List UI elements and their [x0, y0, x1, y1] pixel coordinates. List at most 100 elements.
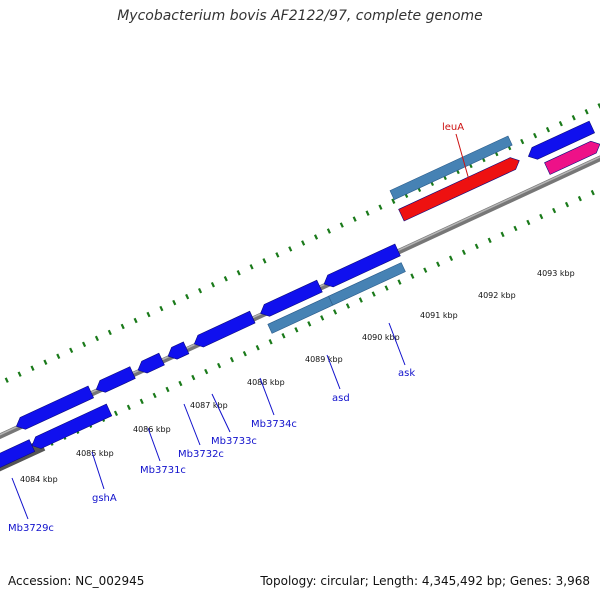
outer-scale-tick — [69, 347, 74, 354]
gene-label-leuA: leuA — [442, 122, 464, 133]
outer-scale-tick — [146, 311, 151, 318]
inner-scale-tick — [539, 213, 544, 220]
gene-Mb3730c — [15, 385, 94, 430]
inner-scale-tick — [320, 315, 325, 321]
inner-scale-tick — [113, 410, 119, 417]
inner-scale-tick — [204, 368, 209, 375]
inner-scale-tick — [139, 398, 144, 405]
gene-label-leader — [147, 427, 161, 462]
outer-scale-tick — [262, 258, 267, 264]
inner-scale-tick — [513, 225, 518, 232]
gene-far-right — [528, 120, 595, 160]
inner-scale-tick — [281, 333, 286, 339]
gene-label-leader — [91, 451, 105, 490]
operon-leuA — [389, 135, 513, 201]
inner-scale-tick — [436, 261, 441, 267]
gene-gshA — [31, 403, 113, 449]
inner-scale-tick — [191, 374, 196, 381]
gene-label-leader — [388, 322, 406, 366]
inner-scale-tick — [410, 273, 415, 279]
outer-scale-tick — [197, 287, 203, 294]
gene-label-Mb3731c: Mb3731c — [140, 465, 186, 476]
outer-scale-tick — [223, 276, 228, 282]
scale-label: 4088 kbp — [247, 378, 285, 387]
outer-scale-tick — [378, 204, 383, 210]
outer-scale-tick — [185, 293, 190, 300]
inner-scale-tick — [152, 392, 157, 399]
inner-scale-tick — [564, 201, 570, 208]
outer-scale-tick — [352, 216, 357, 222]
inner-scale-tick — [590, 189, 595, 196]
outer-scale-tick — [159, 305, 164, 312]
inner-scale-tick — [397, 279, 402, 285]
inner-scale-tick — [461, 249, 466, 256]
scale-label: 4091 kbp — [420, 311, 458, 320]
outer-scale-tick — [4, 377, 9, 383]
outer-scale-tick — [365, 210, 370, 216]
outer-scale-tick — [558, 120, 563, 127]
inner-scale-tick — [448, 255, 454, 261]
outer-scale-tick — [275, 252, 280, 258]
gene-Mb3733c — [167, 341, 190, 360]
outer-scale-tick — [301, 240, 306, 246]
gene-pink — [544, 140, 600, 175]
outer-scale-tick — [520, 138, 525, 145]
outer-scale-tick — [236, 270, 241, 276]
inner-scale-tick — [500, 231, 505, 238]
gene-label-leader — [326, 354, 341, 390]
gene-leuA — [398, 157, 520, 222]
inner-scale-tick — [345, 303, 350, 309]
inner-scale-tick — [217, 362, 222, 369]
outer-scale-tick — [94, 335, 99, 342]
gene-label-Mb3729c: Mb3729c — [8, 523, 54, 534]
outer-scale-tick — [107, 329, 112, 336]
scale-label: 4089 kbp — [305, 355, 343, 364]
outer-scale-tick — [120, 323, 125, 330]
outer-scale-tick — [43, 359, 48, 365]
scale-label: 4092 kbp — [478, 291, 516, 300]
inner-scale-tick — [487, 237, 492, 244]
outer-scale-tick — [339, 222, 344, 228]
operon-ask — [328, 262, 406, 306]
outer-scale-tick — [545, 126, 551, 133]
map-title: Mycobacterium bovis AF2122/97, complete … — [117, 8, 483, 24]
gene-label-leader — [455, 133, 470, 181]
topology-text: Topology: circular; Length: 4,345,492 bp… — [260, 574, 590, 588]
outer-scale-tick — [17, 371, 22, 377]
inner-scale-tick — [474, 243, 479, 250]
outer-scale-tick — [391, 198, 396, 204]
gene-label-gshA: gshA — [92, 493, 117, 504]
outer-scale-tick — [571, 114, 576, 121]
gene-ask-upper — [323, 243, 401, 288]
outer-scale-tick — [584, 109, 589, 115]
gene-label-leader — [183, 403, 201, 446]
gene-label-Mb3734c: Mb3734c — [251, 419, 297, 430]
inner-scale-tick — [242, 350, 247, 357]
gene-label-leader — [11, 477, 29, 520]
gene-label-Mb3732c: Mb3732c — [178, 449, 224, 460]
inner-scale-tick — [526, 219, 531, 226]
accession-text: Accession: NC_002945 — [8, 574, 145, 588]
gene-Mb3734c — [193, 310, 256, 348]
inner-scale-tick — [294, 327, 299, 333]
outer-scale-tick — [533, 132, 538, 139]
inner-scale-tick — [255, 344, 260, 351]
outer-scale-tick — [133, 317, 138, 324]
gene-label-ask: ask — [398, 368, 415, 379]
gene-label-Mb3733c: Mb3733c — [211, 436, 257, 447]
gene-Mb3729c — [0, 439, 36, 468]
scale-label: 4093 kbp — [537, 269, 575, 278]
gene-label-asd: asd — [332, 393, 350, 404]
outer-scale-tick — [249, 264, 254, 270]
outer-scale-tick — [30, 365, 35, 371]
gene-Mb3731c — [95, 366, 136, 393]
inner-scale-tick — [126, 404, 131, 411]
gene-label-leader — [211, 393, 231, 433]
outer-scale-tick — [56, 353, 61, 360]
inner-scale-tick — [229, 356, 235, 363]
inner-scale-tick — [384, 285, 389, 291]
outer-scale-tick — [313, 234, 319, 240]
gene-Mb3732c — [137, 352, 165, 374]
scale-label: 4085 kbp — [76, 449, 114, 458]
outer-scale-tick — [288, 246, 293, 252]
